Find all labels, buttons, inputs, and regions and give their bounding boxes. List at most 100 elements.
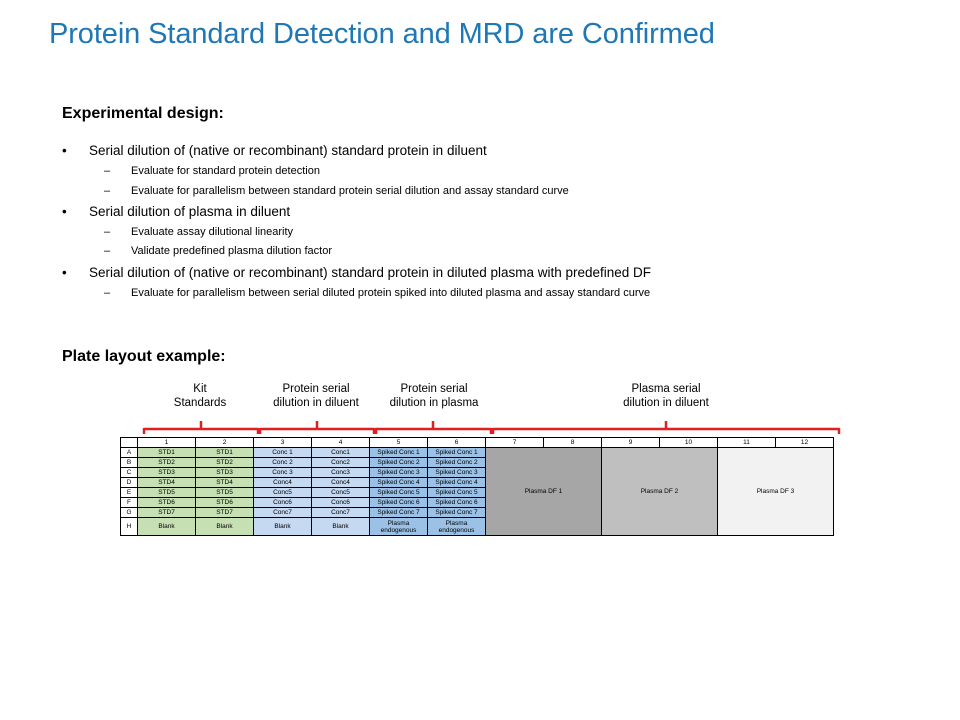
- group-label-kit-standards: Kit Standards: [150, 382, 250, 410]
- corner-cell: [120, 437, 138, 448]
- group-label-plasma-diluent: Plasma serial dilution in diluent: [596, 382, 736, 410]
- bracket-kit-standards: [142, 421, 260, 434]
- column-header: 6: [427, 437, 486, 448]
- bullet-mark: –: [104, 245, 111, 257]
- plate-layout-table: 1 2 3 4 5 6 7 8 9 10 11 12 A STD1 STD1 C…: [120, 437, 834, 536]
- row-label: G: [120, 507, 138, 518]
- bullet-text: Serial dilution of (native or recombinan…: [89, 143, 487, 158]
- bullet-text: Evaluate assay dilutional linearity: [131, 226, 294, 238]
- bullet-mark: –: [104, 185, 111, 197]
- experimental-design-heading: Experimental design:: [62, 105, 224, 122]
- bullet-mark: •: [62, 143, 67, 158]
- group-label-protein-plasma: Protein serial dilution in plasma: [374, 382, 494, 410]
- group-label-line: Protein serial: [400, 383, 468, 395]
- blank-cell: Blank: [311, 517, 370, 536]
- column-header: 10: [659, 437, 718, 448]
- std-cell: STD6: [137, 497, 196, 508]
- group-label-line: Kit: [193, 383, 207, 395]
- bracket-protein-diluent: [258, 421, 376, 434]
- plate-row: B STD2 STD2 Conc 2 Conc2 Spiked Conc 2 S…: [120, 457, 834, 468]
- conc-cell: Conc4: [311, 477, 370, 488]
- row-label: E: [120, 487, 138, 498]
- conc-cell: Conc7: [311, 507, 370, 518]
- std-cell: STD7: [195, 507, 254, 518]
- bullet-text: Evaluate for standard protein detection: [131, 165, 320, 177]
- std-cell: STD3: [137, 467, 196, 478]
- column-header: 9: [601, 437, 660, 448]
- blank-cell: Blank: [195, 517, 254, 536]
- spiked-cell: Spiked Conc 4: [369, 477, 428, 488]
- std-cell: STD2: [137, 457, 196, 468]
- bullet-text: Evaluate for parallelism between serial …: [131, 287, 651, 299]
- std-cell: STD2: [195, 457, 254, 468]
- group-label-line: Standards: [173, 397, 227, 409]
- bullet-text: Evaluate for parallelism between standar…: [131, 185, 569, 197]
- group-label-line: Plasma serial: [631, 383, 701, 395]
- bullet-mark: •: [62, 204, 67, 219]
- std-cell: STD5: [137, 487, 196, 498]
- row-label: A: [120, 447, 138, 458]
- group-label-line: dilution in plasma: [389, 397, 479, 409]
- conc-cell: Conc6: [253, 497, 312, 508]
- blank-cell: Blank: [253, 517, 312, 536]
- std-cell: STD5: [195, 487, 254, 498]
- conc-cell: Conc1: [311, 447, 370, 458]
- plasma-df1-block: Plasma DF 1: [485, 447, 602, 536]
- column-header: 4: [311, 437, 370, 448]
- spiked-cell: Spiked Conc 1: [427, 447, 486, 458]
- plate-row: F STD6 STD6 Conc6 Conc6 Spiked Conc 6 Sp…: [120, 497, 834, 508]
- bullet-text: Serial dilution of (native or recombinan…: [89, 265, 652, 280]
- conc-cell: Conc 1: [253, 447, 312, 458]
- slide-title: Protein Standard Detection and MRD are C…: [49, 18, 715, 50]
- plate-row: E STD5 STD5 Conc5 Conc5 Spiked Conc 5 Sp…: [120, 487, 834, 498]
- conc-cell: Conc 2: [253, 457, 312, 468]
- plasma-df2-block: Plasma DF 2: [601, 447, 718, 536]
- plasma-endogenous-cell: Plasma endogenous: [427, 517, 486, 536]
- conc-cell: Conc7: [253, 507, 312, 518]
- conc-cell: Conc 3: [253, 467, 312, 478]
- spiked-cell: Spiked Conc 6: [369, 497, 428, 508]
- conc-cell: Conc6: [311, 497, 370, 508]
- group-label-line: dilution in diluent: [273, 397, 359, 409]
- row-label: F: [120, 497, 138, 508]
- group-label-protein-diluent: Protein serial dilution in diluent: [256, 382, 376, 410]
- column-header: 1: [137, 437, 196, 448]
- spiked-cell: Spiked Conc 7: [427, 507, 486, 518]
- spiked-cell: Spiked Conc 5: [427, 487, 486, 498]
- row-label: C: [120, 467, 138, 478]
- bullet-text: Serial dilution of plasma in diluent: [89, 204, 291, 219]
- bracket-protein-plasma: [374, 421, 493, 434]
- bullet-mark: •: [62, 265, 67, 280]
- column-header: 8: [543, 437, 602, 448]
- conc-cell: Conc4: [253, 477, 312, 488]
- conc-cell: Conc5: [253, 487, 312, 498]
- bullet-text: Validate predefined plasma dilution fact…: [131, 245, 332, 257]
- plasma-endogenous-cell: Plasma endogenous: [369, 517, 428, 536]
- column-header: 5: [369, 437, 428, 448]
- std-cell: STD4: [137, 477, 196, 488]
- plate-row: A STD1 STD1 Conc 1 Conc1 Spiked Conc 1 S…: [120, 447, 834, 536]
- std-cell: STD1: [195, 447, 254, 458]
- column-header: 7: [485, 437, 544, 448]
- column-header: 2: [195, 437, 254, 448]
- blank-cell: Blank: [137, 517, 196, 536]
- column-header: 3: [253, 437, 312, 448]
- plate-header-row: 1 2 3 4 5 6 7 8 9 10 11 12: [120, 437, 834, 448]
- bullet-mark: –: [104, 226, 111, 238]
- row-label: D: [120, 477, 138, 488]
- spiked-cell: Spiked Conc 3: [369, 467, 428, 478]
- group-label-line: Protein serial: [282, 383, 350, 395]
- bracket-plasma-diluent: [491, 421, 841, 434]
- plate-layout-heading: Plate layout example:: [62, 348, 226, 365]
- spiked-cell: Spiked Conc 2: [369, 457, 428, 468]
- spiked-cell: Spiked Conc 1: [369, 447, 428, 458]
- spiked-cell: Spiked Conc 4: [427, 477, 486, 488]
- std-cell: STD6: [195, 497, 254, 508]
- spiked-cell: Spiked Conc 6: [427, 497, 486, 508]
- conc-cell: Conc5: [311, 487, 370, 498]
- bullet-mark: –: [104, 165, 111, 177]
- bullet-mark: –: [104, 287, 111, 299]
- std-cell: STD7: [137, 507, 196, 518]
- std-cell: STD4: [195, 477, 254, 488]
